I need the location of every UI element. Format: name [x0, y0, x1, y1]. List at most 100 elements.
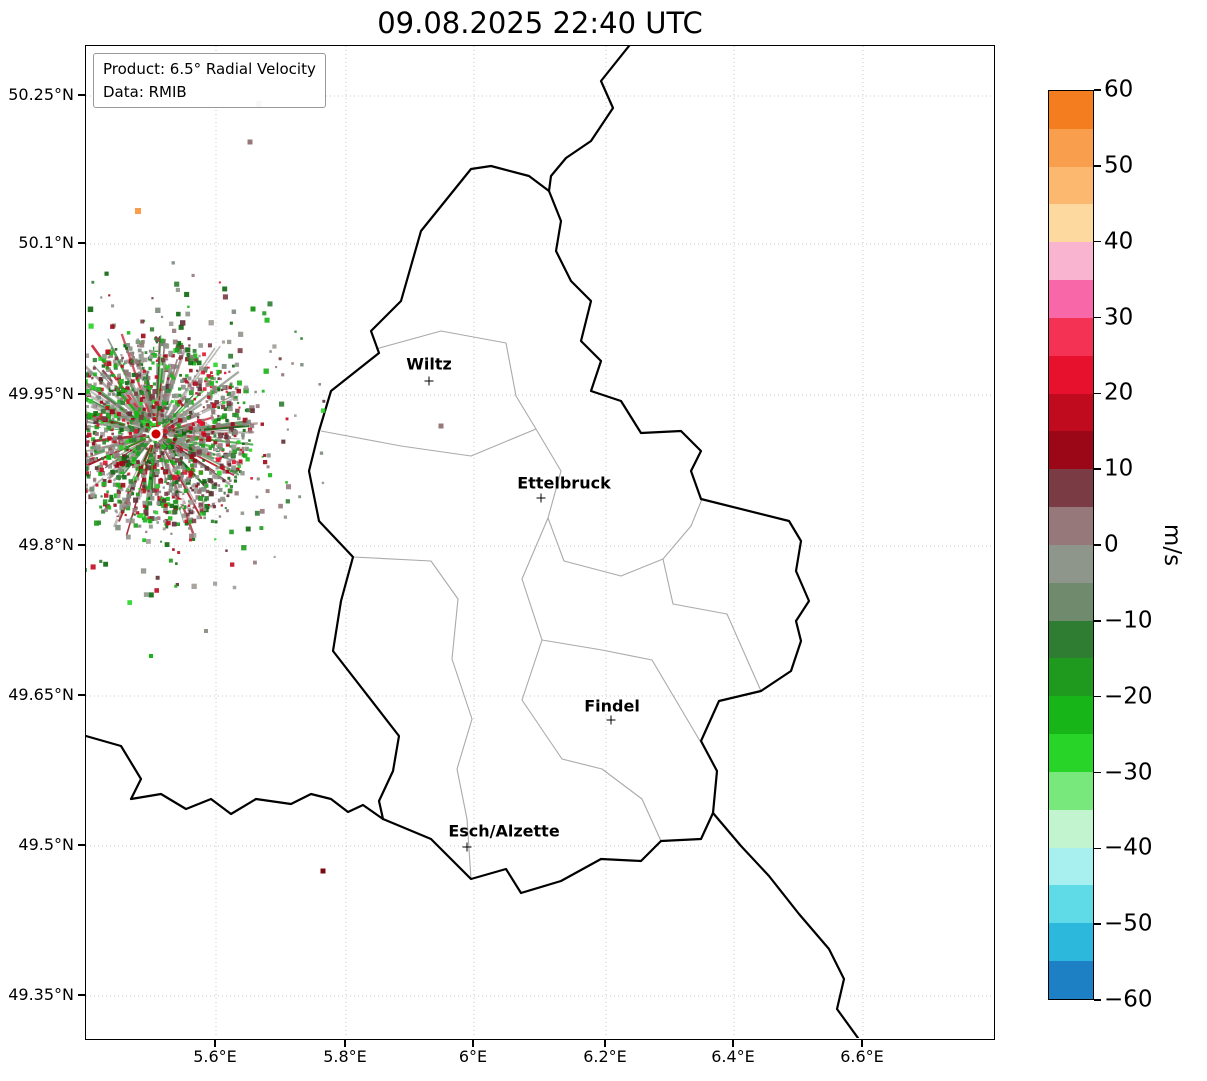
x-tick-mark	[861, 1040, 863, 1047]
colorbar-segment	[1049, 128, 1093, 167]
canton-borders	[320, 330, 762, 880]
colorbar-segment	[1049, 280, 1093, 318]
country-borders	[86, 46, 860, 1038]
colorbar-tick-mark	[1094, 771, 1101, 774]
colorbar-segment	[1049, 885, 1093, 924]
y-tick-mark	[78, 544, 85, 546]
colorbar-tick-label: −10	[1104, 607, 1153, 634]
colorbar-segment	[1049, 91, 1093, 129]
y-tick-label: 49.5°N	[18, 835, 74, 855]
figure-title: 09.08.2025 22:40 UTC	[377, 6, 703, 40]
city-label-wiltz: Wiltz	[406, 354, 452, 374]
colorbar-tick-mark	[1094, 620, 1101, 622]
x-tick-label: 6.6°E	[840, 1047, 884, 1066]
x-tick-label: 5.6°E	[193, 1047, 237, 1066]
map-canvas	[86, 46, 993, 1038]
colorbar-tick-mark	[1094, 923, 1101, 925]
colorbar-segment	[1049, 166, 1093, 205]
x-tick-mark	[472, 1040, 474, 1047]
colorbar-tick-mark	[1094, 544, 1101, 546]
x-tick-mark	[214, 1040, 216, 1047]
y-tick-mark	[78, 694, 85, 696]
colorbar-segment	[1049, 847, 1093, 886]
y-tick-mark	[78, 994, 85, 996]
colorbar-tick-mark	[1094, 240, 1101, 243]
colorbar-segment	[1049, 204, 1093, 243]
colorbar	[1048, 90, 1094, 1000]
colorbar-segment	[1049, 809, 1093, 848]
city-marker-esch-alzette	[462, 842, 472, 852]
colorbar-tick-mark	[1094, 89, 1101, 91]
colorbar-tick-label: 10	[1104, 455, 1134, 482]
colorbar-segment	[1049, 507, 1093, 545]
colorbar-segment	[1049, 923, 1093, 962]
city-marker-ettelbruck	[536, 493, 546, 503]
colorbar-segment	[1049, 317, 1093, 356]
product-info-box: Product: 6.5° Radial Velocity Data: RMIB	[93, 53, 326, 108]
colorbar-segment	[1049, 393, 1093, 432]
colorbar-tick-label: 40	[1104, 228, 1134, 255]
y-tick-label: 50.25°N	[8, 85, 74, 105]
y-tick-mark	[78, 393, 85, 395]
y-tick-label: 49.95°N	[8, 384, 74, 404]
colorbar-tick-label: 60	[1104, 76, 1134, 103]
y-tick-mark	[78, 94, 85, 96]
colorbar-tick-mark	[1094, 165, 1101, 167]
colorbar-tick-mark	[1094, 695, 1101, 698]
colorbar-tick-mark	[1094, 999, 1101, 1001]
y-tick-mark	[78, 242, 85, 244]
colorbar-tick-label: −60	[1104, 986, 1153, 1013]
colorbar-segment	[1049, 620, 1093, 659]
colorbar-tick-label: −40	[1104, 834, 1153, 861]
colorbar-segment	[1049, 658, 1093, 697]
colorbar-segment	[1049, 734, 1093, 772]
colorbar-segment	[1049, 469, 1093, 508]
city-label-esch-alzette: Esch/Alzette	[448, 821, 560, 841]
colorbar-tick-label: −20	[1104, 683, 1153, 710]
colorbar-tick-label: 20	[1104, 379, 1134, 406]
x-tick-mark	[604, 1040, 606, 1047]
city-marker-findel	[606, 715, 616, 725]
southeast-border-line	[711, 811, 860, 1038]
colorbar-tick-mark	[1094, 847, 1101, 850]
colorbar-segment	[1049, 242, 1093, 281]
product-line: Product: 6.5° Radial Velocity	[103, 60, 316, 78]
colorbar-tick-label: −50	[1104, 910, 1153, 937]
y-tick-label: 49.8°N	[18, 535, 74, 555]
city-label-findel: Findel	[584, 696, 640, 716]
colorbar-tick-label: 30	[1104, 303, 1134, 330]
y-tick-label: 49.35°N	[8, 985, 74, 1005]
y-tick-mark	[78, 844, 85, 846]
colorbar-segment	[1049, 355, 1093, 394]
colorbar-tick-label: 0	[1104, 531, 1119, 558]
city-marker-wiltz	[424, 376, 434, 386]
colorbar-tick-mark	[1094, 468, 1101, 470]
x-tick-label: 6.2°E	[583, 1047, 627, 1066]
colorbar-segment	[1049, 431, 1093, 470]
y-tick-label: 49.65°N	[8, 685, 74, 705]
x-tick-mark	[344, 1040, 346, 1047]
colorbar-tick-mark	[1094, 316, 1101, 319]
radar-echoes	[86, 101, 444, 874]
colorbar-unit-label: m/s	[1159, 523, 1185, 567]
colorbar-segment	[1049, 771, 1093, 810]
map-plot: Product: 6.5° Radial Velocity Data: RMIB…	[85, 45, 995, 1040]
luxembourg-border	[307, 164, 811, 895]
colorbar-segment	[1049, 961, 1093, 999]
colorbar-tick-label: −30	[1104, 758, 1153, 785]
data-source-line: Data: RMIB	[103, 82, 187, 101]
colorbar-tick-mark	[1094, 392, 1101, 395]
southwest-border-line	[86, 734, 385, 821]
radar-site-marker	[149, 427, 163, 441]
x-tick-mark	[732, 1040, 734, 1047]
city-label-ettelbruck: Ettelbruck	[517, 473, 611, 493]
x-tick-label: 6°E	[458, 1047, 488, 1066]
x-tick-label: 5.8°E	[323, 1047, 367, 1066]
x-tick-label: 6.4°E	[711, 1047, 755, 1066]
colorbar-tick-label: 50	[1104, 152, 1134, 179]
y-tick-label: 50.1°N	[18, 233, 74, 253]
north-border-line	[547, 46, 631, 193]
colorbar-segment	[1049, 582, 1093, 621]
gridlines	[86, 46, 993, 1038]
